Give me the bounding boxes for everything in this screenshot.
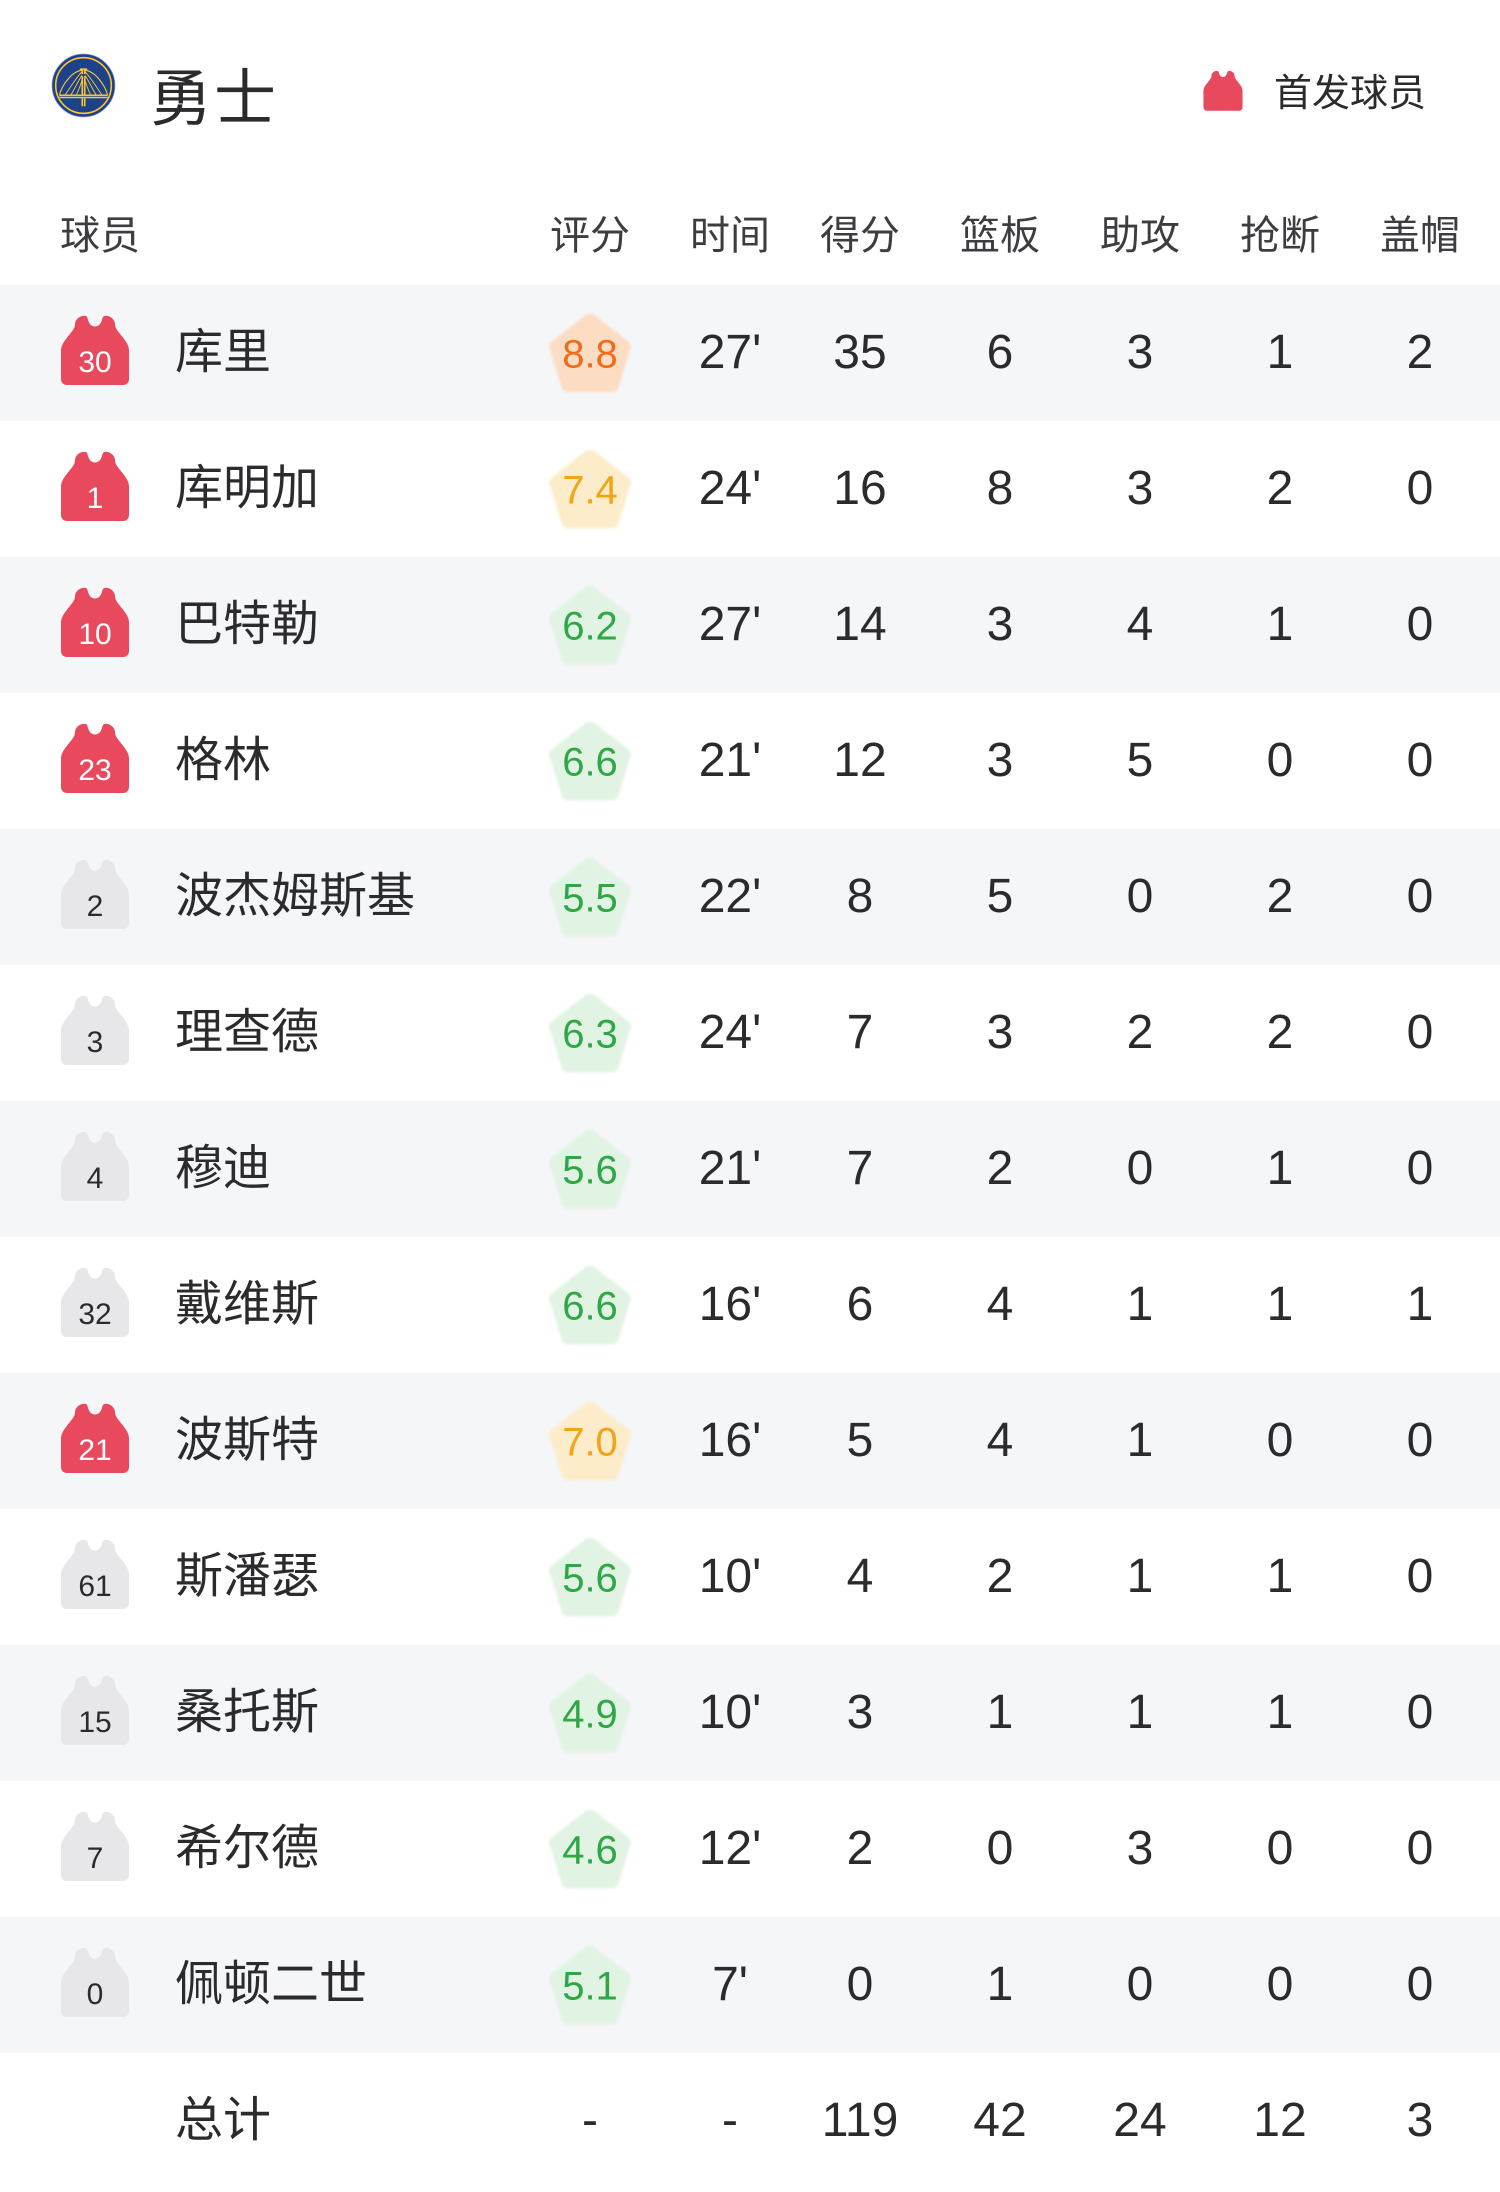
svg-text:3: 3 — [87, 1026, 104, 1059]
svg-text:15: 15 — [78, 1706, 111, 1739]
svg-text:7: 7 — [87, 1842, 104, 1875]
svg-text:4: 4 — [87, 1162, 104, 1195]
svg-text:61: 61 — [78, 1570, 111, 1603]
svg-text:30: 30 — [78, 346, 111, 379]
svg-text:1: 1 — [87, 482, 104, 515]
svg-text:10: 10 — [78, 618, 111, 651]
svg-text:0: 0 — [87, 1978, 104, 2011]
svg-text:21: 21 — [78, 1434, 111, 1467]
svg-text:2: 2 — [87, 890, 104, 923]
svg-text:32: 32 — [78, 1298, 111, 1331]
svg-text:23: 23 — [78, 754, 111, 787]
